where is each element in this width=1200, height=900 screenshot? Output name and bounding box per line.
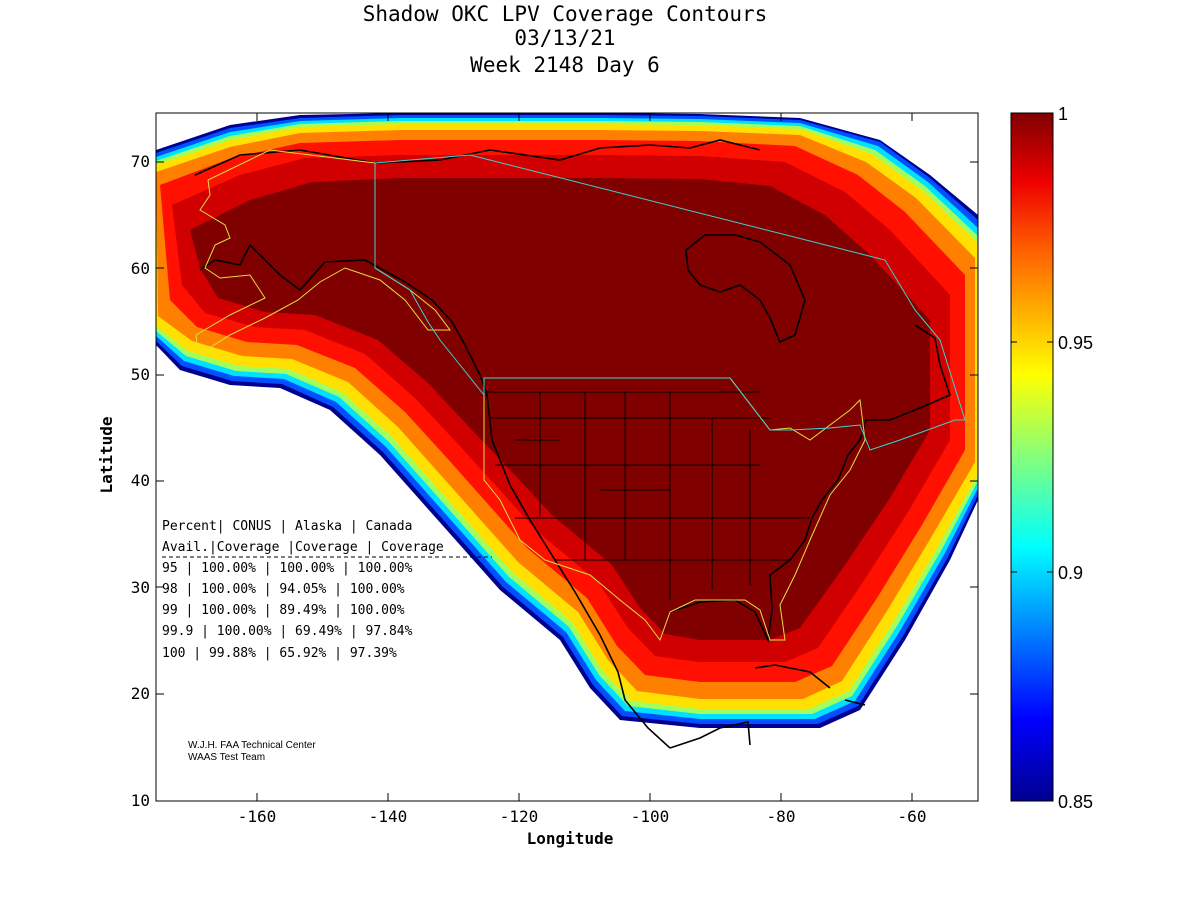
contour-1.0 bbox=[190, 178, 930, 640]
table-row: 99.9 | 100.00% | 69.49% | 97.84% bbox=[162, 624, 413, 639]
y-tick-label: 10 bbox=[131, 791, 150, 810]
colorbar-ticks bbox=[1011, 341, 1053, 573]
axis-ticks bbox=[156, 113, 978, 801]
table-header-1: Percent| CONUS | Alaska | Canada bbox=[162, 519, 412, 534]
table-header-2: Avail.|Coverage |Coverage | Coverage bbox=[162, 540, 444, 555]
title-line-1: Shadow OKC LPV Coverage Contours bbox=[363, 2, 768, 26]
coastlines bbox=[194, 139, 951, 749]
canada-service-volume bbox=[374, 154, 966, 451]
colorbar-tick-label: 1 bbox=[1058, 104, 1068, 124]
credit-line-2: WAAS Test Team bbox=[188, 752, 265, 763]
y-tick-label: 70 bbox=[131, 152, 150, 171]
colorbar-tick-label: 0.95 bbox=[1058, 333, 1093, 353]
colorbar bbox=[1010, 112, 1054, 802]
coverage-table: Percent| CONUS | Alaska | Canada Avail.|… bbox=[162, 519, 492, 661]
y-tick-labels: 10 20 30 40 50 60 70 bbox=[131, 152, 150, 810]
table-row: 98 | 100.00% | 94.05% | 100.00% bbox=[162, 582, 405, 597]
colorbar-tick-labels: 1 0.95 0.9 0.85 bbox=[1058, 104, 1093, 812]
y-tick-label: 60 bbox=[131, 259, 150, 278]
title-line-3: Week 2148 Day 6 bbox=[470, 53, 660, 77]
x-tick-label: -60 bbox=[898, 807, 927, 826]
y-tick-label: 20 bbox=[131, 684, 150, 703]
x-tick-label: -80 bbox=[767, 807, 796, 826]
title-line-2: 03/13/21 bbox=[514, 26, 615, 50]
y-axis-label: Latitude bbox=[97, 416, 116, 493]
x-tick-label: -160 bbox=[238, 807, 277, 826]
y-tick-label: 40 bbox=[131, 471, 150, 490]
x-tick-label: -100 bbox=[631, 807, 670, 826]
alaska-service-volume bbox=[195, 149, 451, 356]
x-tick-label: -120 bbox=[500, 807, 539, 826]
y-tick-label: 50 bbox=[131, 365, 150, 384]
x-axis-label: Longitude bbox=[527, 829, 614, 848]
x-tick-label: -140 bbox=[369, 807, 408, 826]
x-tick-labels: -160 -140 -120 -100 -80 -60 bbox=[238, 807, 927, 826]
plot-frame bbox=[155, 112, 979, 802]
us-state-boundaries bbox=[487, 391, 810, 600]
colorbar-tick-label: 0.9 bbox=[1058, 563, 1083, 583]
y-tick-label: 30 bbox=[131, 578, 150, 597]
service-volume-boundaries bbox=[195, 149, 966, 642]
table-row: 99 | 100.00% | 89.49% | 100.00% bbox=[162, 603, 405, 618]
table-row: 95 | 100.00% | 100.00% | 100.00% bbox=[162, 561, 413, 576]
colorbar-tick-label: 0.85 bbox=[1058, 792, 1093, 812]
credit-line-1: W.J.H. FAA Technical Center bbox=[188, 740, 316, 751]
table-row: 100 | 99.88% | 65.92% | 97.39% bbox=[162, 646, 397, 661]
coverage-contours bbox=[156, 113, 978, 728]
conus-service-volume bbox=[483, 377, 866, 642]
